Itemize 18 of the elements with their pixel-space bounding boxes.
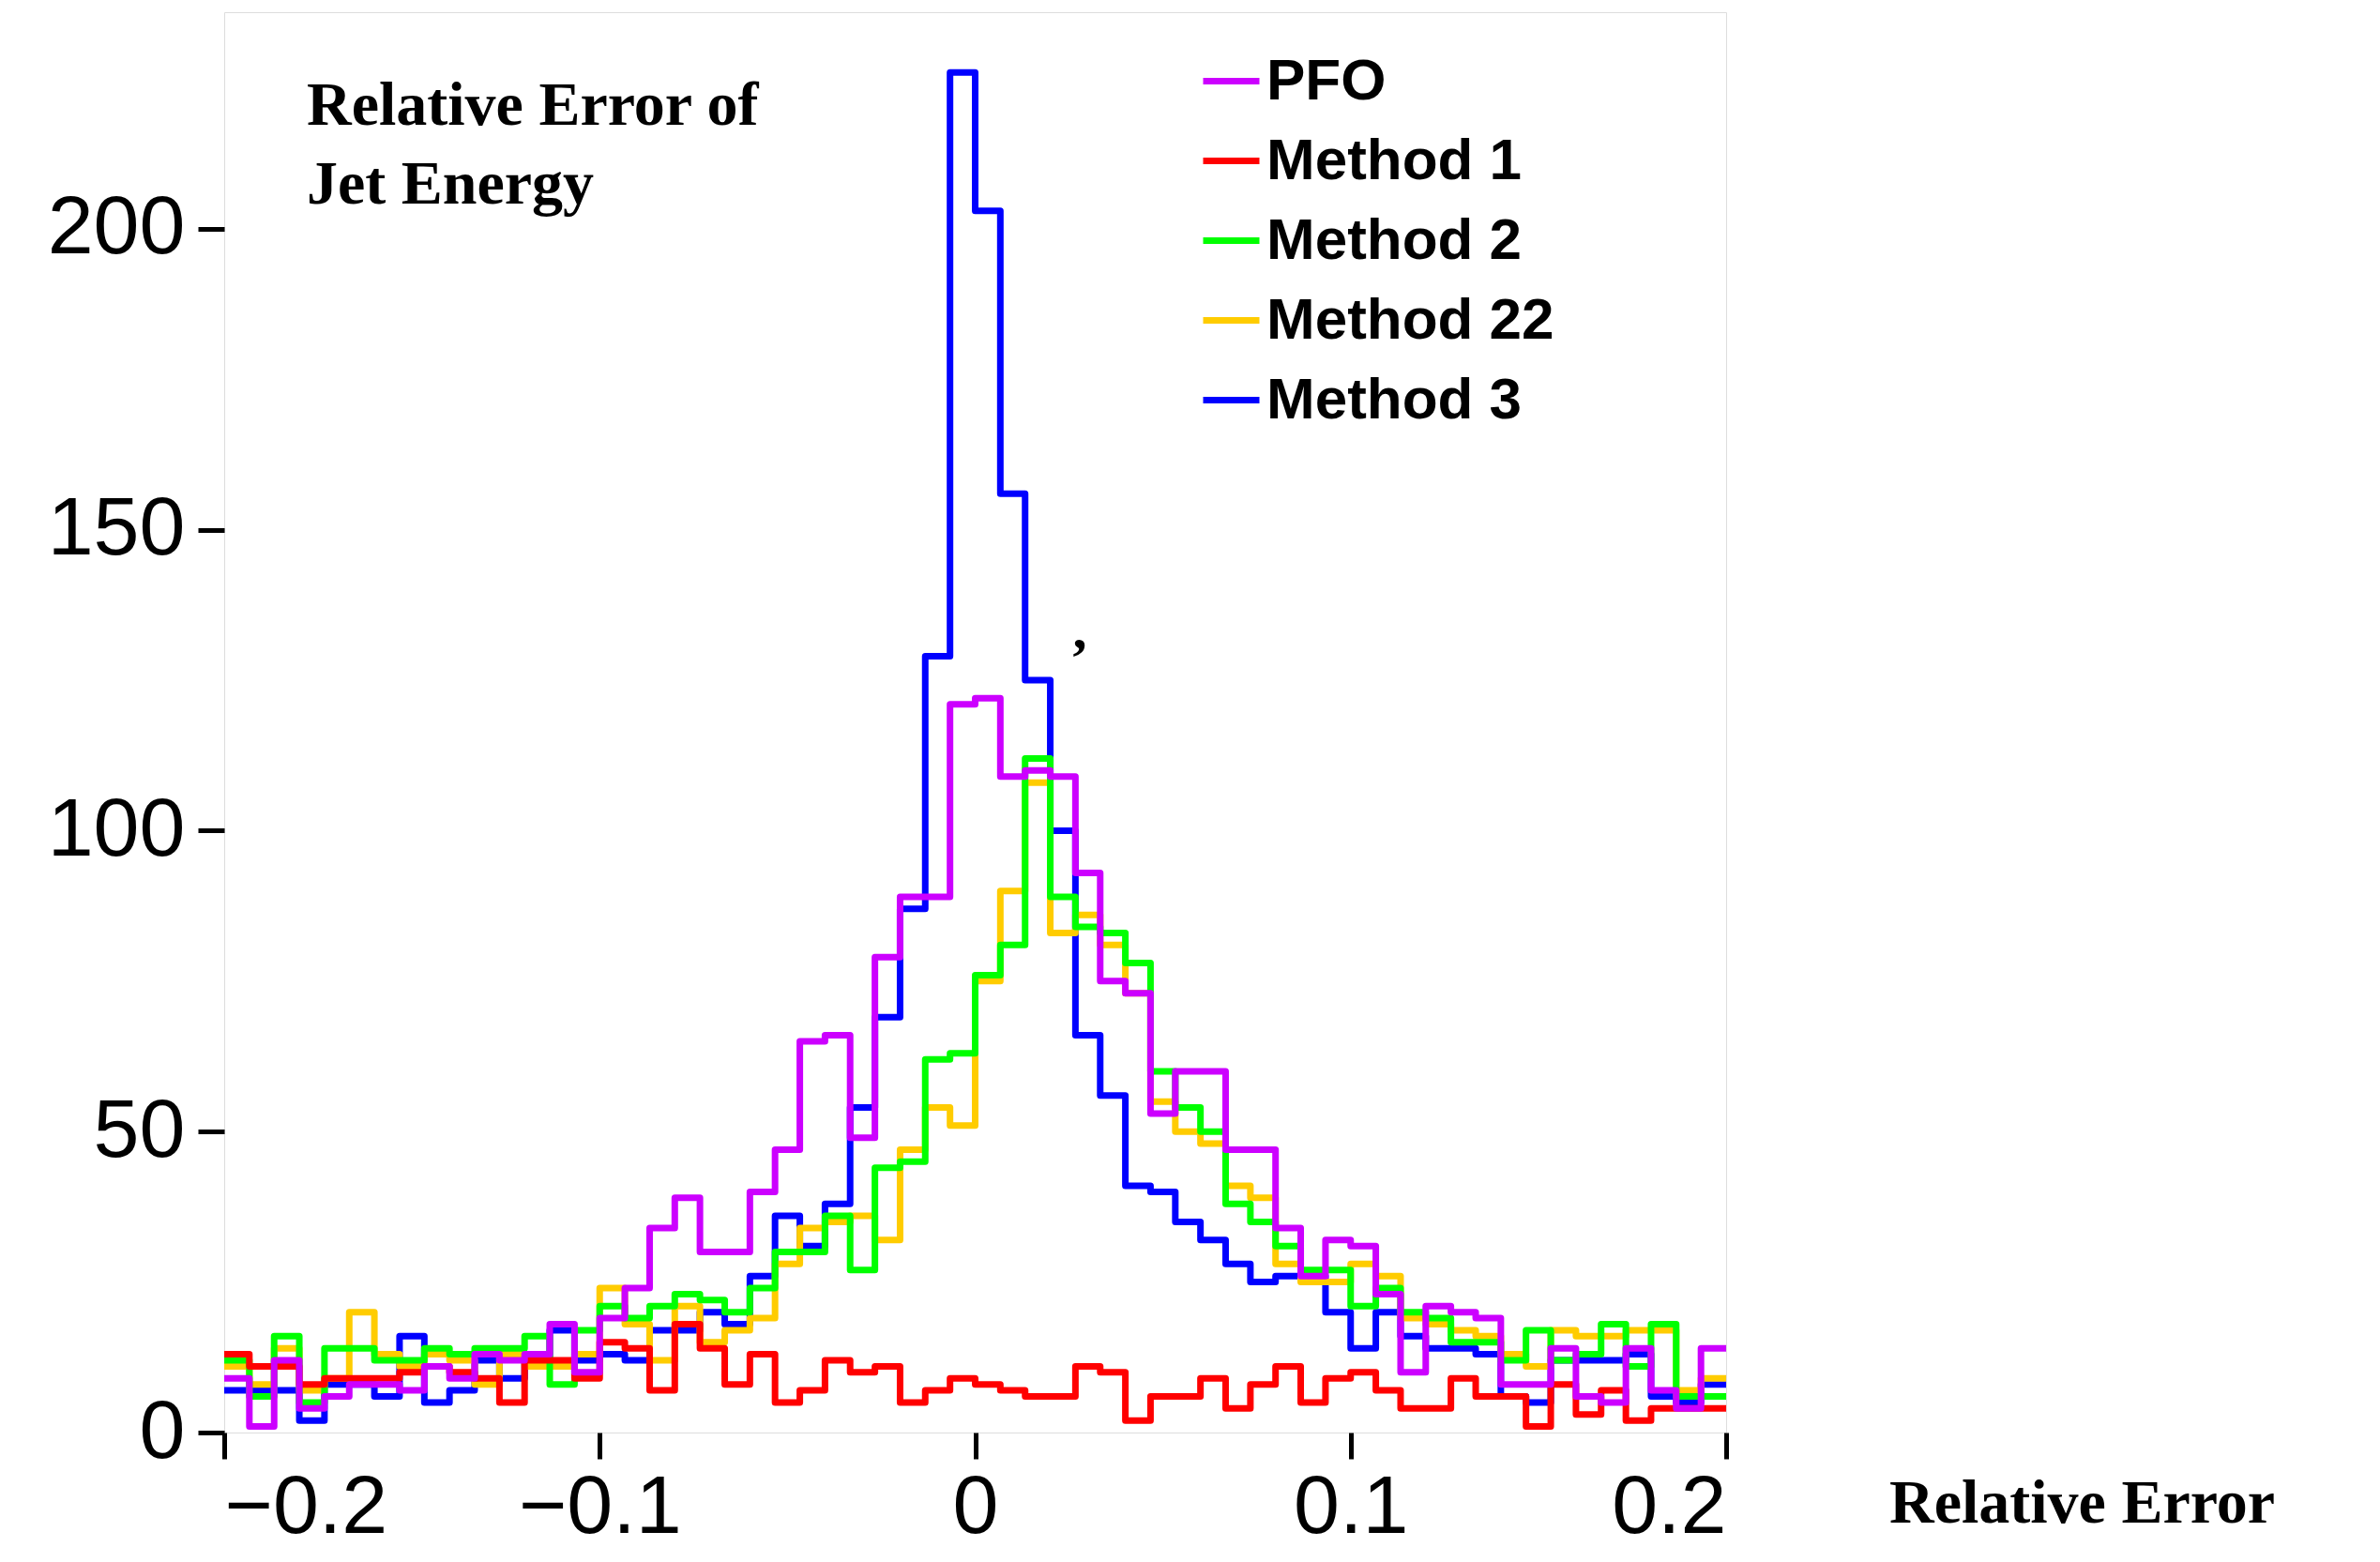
y-tick-label: 100 (47, 780, 186, 873)
x-tick-label: −0.1 (518, 1457, 682, 1551)
annotation: , (1072, 599, 1087, 660)
y-tick-label: 50 (93, 1081, 186, 1175)
y-tick-label: 200 (47, 178, 186, 272)
x-tick-label: −0.2 (224, 1457, 388, 1551)
legend-label: Method 2 (1266, 205, 1523, 271)
legend-label: Method 1 (1266, 126, 1523, 191)
legend-label: Method 3 (1266, 365, 1523, 431)
legend-label: PFO (1266, 46, 1387, 112)
y-tick-label: 150 (47, 479, 186, 573)
x-tick-label: 0.2 (1612, 1457, 1727, 1551)
x-tick-label: 0.1 (1294, 1457, 1409, 1551)
x-tick-label: 0 (952, 1457, 999, 1551)
text: Relative Error of Jet Energy (307, 69, 760, 217)
legend-label: Method 22 (1266, 285, 1554, 351)
x-axis-title: Relative Error (1889, 1467, 2276, 1536)
y-tick-label: 0 (139, 1382, 186, 1476)
